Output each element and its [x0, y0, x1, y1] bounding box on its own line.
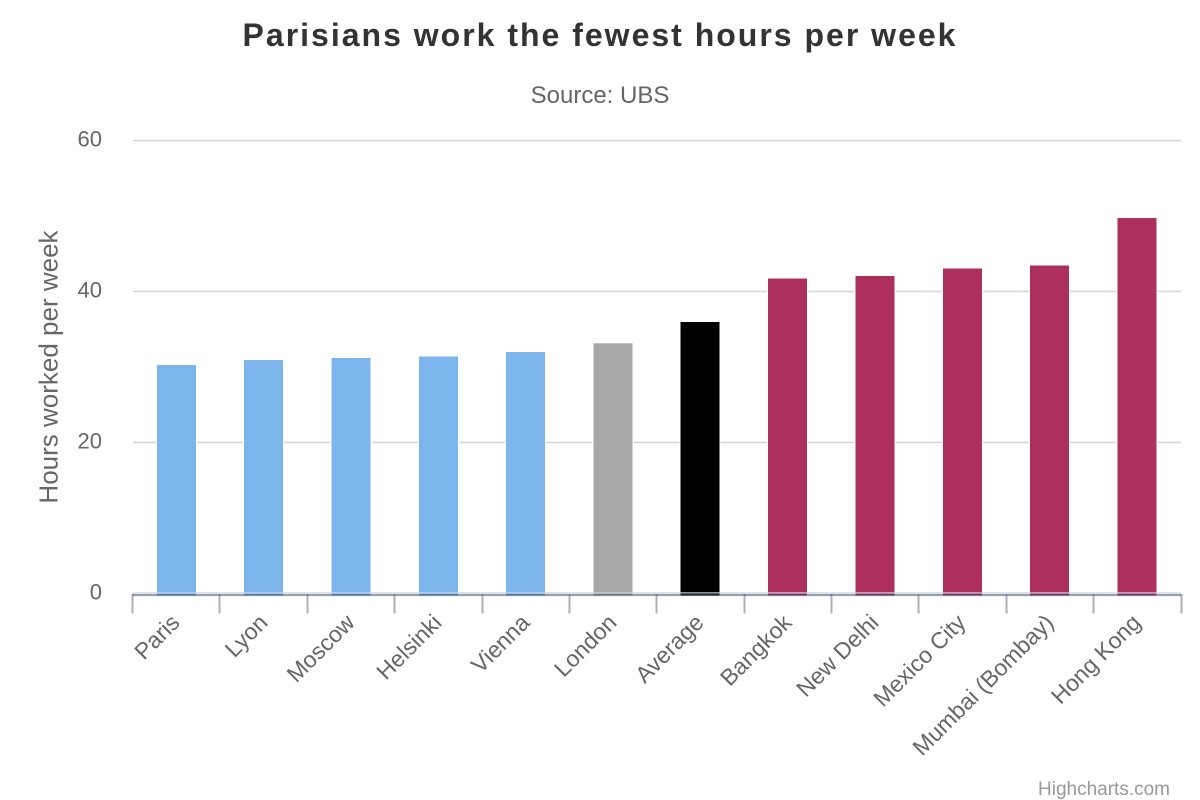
svg-text:60: 60: [78, 127, 102, 152]
svg-text:20: 20: [78, 429, 102, 454]
svg-text:Source: UBS: Source: UBS: [531, 82, 670, 109]
svg-text:Highcharts.com: Highcharts.com: [1038, 779, 1170, 800]
svg-text:40: 40: [78, 278, 102, 303]
svg-text:Hours worked per week: Hours worked per week: [34, 229, 64, 503]
svg-text:0: 0: [90, 580, 102, 605]
svg-text:Parisians work the fewest hour: Parisians work the fewest hours per week: [243, 17, 958, 53]
